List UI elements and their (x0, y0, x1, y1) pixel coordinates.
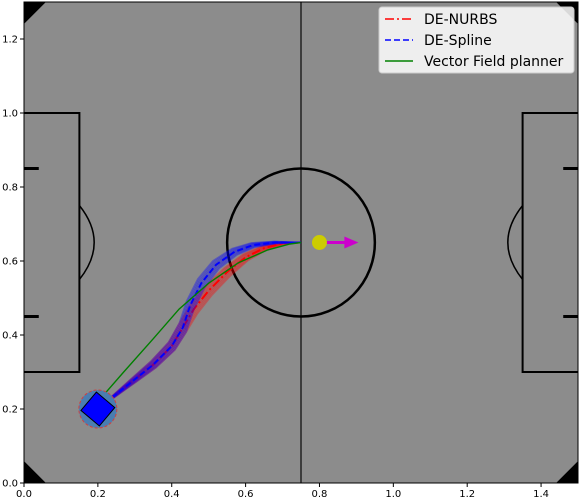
series-0-trial-2 (97, 241, 302, 410)
y-tick-label-4: 0.8 (2, 183, 18, 194)
field-corner-2 (24, 461, 46, 483)
series-line-1 (97, 241, 301, 410)
series-1-trial-0 (97, 240, 302, 410)
x-tick-label-3: 0.6 (238, 489, 254, 500)
field-corner-3 (556, 461, 578, 483)
legend-box (378, 6, 575, 74)
markers-layer (78, 235, 359, 429)
target-arrow-head (344, 236, 359, 249)
series-0-trial-0 (97, 241, 302, 410)
y-tick-label-6: 1.2 (2, 35, 18, 46)
x-tick-label-1: 0.2 (90, 489, 106, 500)
series-1-trial-6 (97, 241, 302, 410)
series-1-trial-2 (97, 241, 302, 410)
y-tick-label-2: 0.4 (2, 331, 18, 342)
center-circle (225, 167, 377, 318)
series-line-2 (97, 241, 302, 403)
legend: DE-NURBS DE-Spline Vector Field planner (378, 6, 575, 74)
right-penalty-arc (507, 205, 524, 280)
ball-marker (311, 235, 327, 250)
series-0-trial-1 (97, 241, 302, 410)
robot-marker (80, 391, 116, 427)
left-penalty-box (24, 112, 81, 373)
x-tick-label-5: 1.0 (385, 489, 401, 500)
series-layer (97, 240, 302, 410)
y-tick-label-0: 0.0 (2, 479, 18, 490)
left-penalty-arc (78, 205, 95, 280)
series-0-trial-7 (97, 241, 302, 410)
right-penalty-box (521, 112, 578, 373)
x-tick-label-0: 0.0 (16, 489, 32, 500)
legend-label-2: Vector Field planner (424, 54, 564, 70)
series-1-trial-8 (97, 241, 302, 410)
x-tick-label-4: 0.8 (312, 489, 328, 500)
legend-label-0: DE-NURBS (424, 12, 497, 28)
x-tick-label-7: 1.4 (533, 489, 549, 500)
series-0-trial-6 (97, 241, 302, 410)
x-tick-label-6: 1.2 (459, 489, 475, 500)
plot-frame (23, 1, 579, 484)
y-tick-label-5: 1.0 (2, 109, 18, 120)
legend-label-1: DE-Spline (424, 33, 492, 49)
y-tick-label-1: 0.2 (2, 405, 18, 416)
series-1-trial-7 (97, 241, 302, 410)
field-corner-0 (24, 2, 46, 24)
y-tick-label-3: 0.6 (2, 257, 18, 268)
x-tick-label-2: 0.4 (164, 489, 180, 500)
